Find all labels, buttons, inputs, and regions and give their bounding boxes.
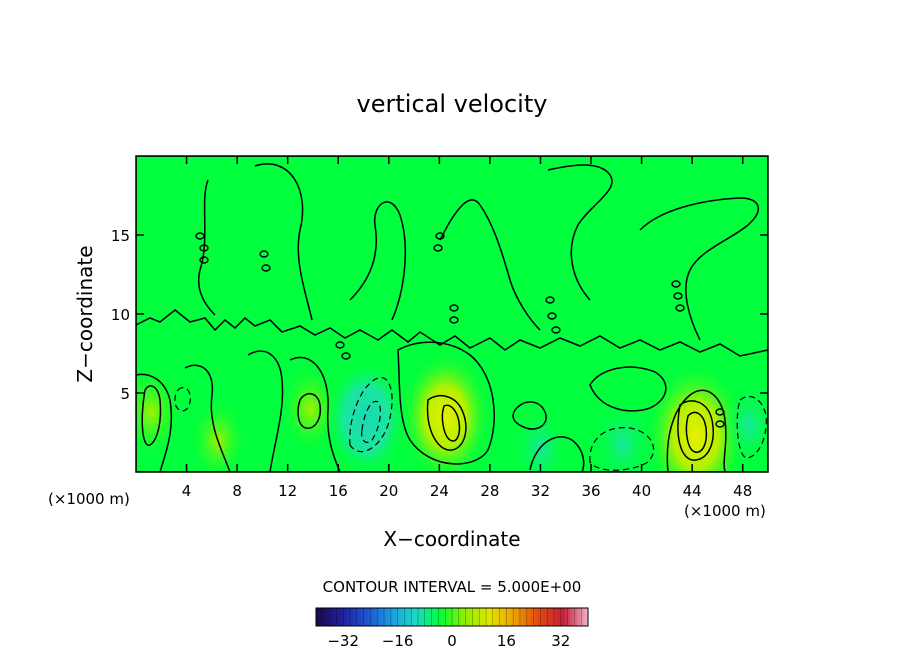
small-contour bbox=[715, 408, 725, 416]
x-tick-label: 32 bbox=[531, 482, 550, 500]
contour-line bbox=[289, 356, 341, 472]
x-tick-label: 40 bbox=[632, 482, 651, 500]
colorbar-tick-label: 0 bbox=[447, 632, 457, 650]
colorbar-tick-label: 32 bbox=[551, 632, 570, 650]
y-tick-label: 15 bbox=[111, 227, 130, 245]
small-contour bbox=[671, 280, 681, 288]
colorbar-frame bbox=[315, 607, 589, 627]
contour-line bbox=[639, 197, 759, 341]
contour-line bbox=[547, 164, 613, 301]
contour-line bbox=[361, 400, 382, 443]
updraft-region bbox=[645, 363, 747, 472]
contour-line bbox=[198, 179, 216, 316]
x-tick-label: 36 bbox=[581, 482, 600, 500]
downdraft-region bbox=[326, 360, 407, 472]
small-contour bbox=[435, 232, 445, 240]
small-contour bbox=[195, 232, 205, 240]
contour-line bbox=[441, 404, 461, 442]
small-contour bbox=[199, 256, 209, 264]
contour-line bbox=[247, 350, 284, 472]
colorbar-tick-label: −32 bbox=[327, 632, 359, 650]
small-contour bbox=[259, 250, 269, 258]
contour-line bbox=[297, 393, 322, 429]
contour-line bbox=[136, 373, 173, 472]
y-tick-label: 10 bbox=[111, 306, 130, 324]
downdraft-region bbox=[592, 398, 654, 472]
contour-line bbox=[349, 377, 393, 453]
x-axis-unit-left: (×1000 m) bbox=[48, 490, 130, 508]
contour-line bbox=[439, 199, 541, 331]
small-contour bbox=[433, 244, 443, 252]
small-contour bbox=[673, 292, 683, 300]
updraft-region bbox=[136, 365, 183, 459]
contour-line bbox=[529, 436, 585, 472]
downdraft-region bbox=[721, 382, 768, 467]
contour-line bbox=[426, 394, 467, 451]
x-axis-title: X−coordinate bbox=[383, 527, 520, 551]
contour-line bbox=[512, 401, 547, 430]
x-tick-label: 20 bbox=[379, 482, 398, 500]
contour-line bbox=[685, 411, 708, 453]
contour-line bbox=[141, 385, 162, 446]
updraft-region bbox=[399, 350, 492, 472]
contour-line bbox=[174, 387, 191, 412]
contour-line bbox=[397, 341, 495, 465]
colorbar: −32 −16 0 16 32 bbox=[315, 607, 589, 650]
small-contour bbox=[547, 312, 557, 320]
small-contour bbox=[449, 304, 459, 312]
small-contour bbox=[449, 316, 459, 324]
plot-area bbox=[136, 156, 768, 472]
contour-line bbox=[136, 309, 768, 357]
x-tick-label: 48 bbox=[733, 482, 752, 500]
contour-interval-label: CONTOUR INTERVAL = 5.000E+00 bbox=[323, 578, 582, 596]
contour-line bbox=[589, 366, 667, 412]
small-contour bbox=[199, 244, 209, 252]
contour-line bbox=[677, 400, 714, 461]
colorbar-tick-label: 16 bbox=[497, 632, 516, 650]
dashed-contours bbox=[174, 377, 767, 471]
y-tick-label: 5 bbox=[120, 385, 130, 403]
contour-lines bbox=[136, 163, 768, 472]
small-contour bbox=[715, 420, 725, 428]
small-contour bbox=[675, 304, 685, 312]
colorbar-ticks: −32 −16 0 16 32 bbox=[327, 632, 570, 650]
contour-line bbox=[589, 427, 654, 471]
contour-line bbox=[184, 364, 231, 472]
contour-ovals bbox=[195, 232, 725, 428]
y-axis-title: Z−coordinate bbox=[73, 245, 97, 382]
x-tick-label: 12 bbox=[278, 482, 297, 500]
contour-line bbox=[666, 389, 727, 472]
small-contour bbox=[341, 352, 351, 360]
x-tick-label: 24 bbox=[430, 482, 449, 500]
small-contour bbox=[551, 326, 561, 334]
downdraft-region bbox=[512, 406, 569, 472]
x-tick-label: 28 bbox=[480, 482, 499, 500]
contour-line bbox=[736, 395, 767, 459]
x-tick-label: 16 bbox=[329, 482, 348, 500]
small-contour bbox=[545, 296, 555, 304]
updraft-region bbox=[188, 396, 248, 472]
colorbar-tick-label: −16 bbox=[382, 632, 414, 650]
x-tick-label: 8 bbox=[232, 482, 242, 500]
x-tick-label: 44 bbox=[683, 482, 702, 500]
small-contour bbox=[335, 341, 345, 349]
contour-line bbox=[349, 201, 407, 321]
x-tick-label: 4 bbox=[182, 482, 192, 500]
x-axis-unit-right: (×1000 m) bbox=[684, 502, 766, 520]
colorbar-stripes bbox=[322, 608, 582, 626]
contour-line bbox=[254, 163, 313, 321]
velocity-fields bbox=[136, 350, 768, 472]
small-contour bbox=[261, 264, 271, 272]
chart-title: vertical velocity bbox=[357, 90, 548, 118]
